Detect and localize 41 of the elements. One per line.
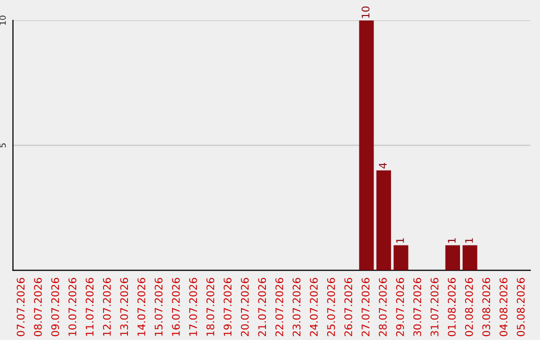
x-tick-label: 22.07.2026: [275, 278, 284, 336]
x-tick-label: 24.07.2026: [310, 278, 318, 336]
x-tick-label: 27.07.2026: [362, 278, 370, 336]
x-tick-label: 31.07.2026: [430, 278, 438, 336]
x-tick-label: 16.07.2026: [172, 278, 180, 336]
data-label: 4: [378, 162, 387, 168]
bar: [359, 20, 374, 270]
x-tick-label: 21.07.2026: [258, 278, 266, 336]
data-label: 10: [362, 6, 370, 18]
x-tick-label: 19.07.2026: [224, 278, 232, 336]
x-tick-label: 15.07.2026: [154, 278, 163, 336]
x-tick-label: 23.07.2026: [292, 278, 301, 336]
x-tick-label: 04.08.2026: [500, 278, 508, 336]
x-tick-label: 17.07.2026: [189, 278, 198, 336]
bar: [445, 245, 460, 270]
x-tick-label: 05.08.2026: [516, 278, 525, 336]
data-label: 1: [448, 238, 456, 243]
x-tick-label: 02.08.2026: [465, 278, 473, 336]
x-tick-label: 09.07.2026: [51, 278, 60, 336]
bar: [376, 170, 392, 270]
x-tick-label: 26.07.2026: [344, 278, 352, 336]
bar: [394, 245, 408, 270]
x-tick-label: 20.07.2026: [240, 278, 249, 336]
x-tick-label: 03.08.2026: [482, 278, 490, 336]
x-tick-label: 01.08.2026: [448, 278, 456, 336]
y-tick-label: 5: [0, 143, 6, 148]
x-tick-label: 29.07.2026: [396, 278, 404, 336]
x-tick-label: 11.07.2026: [86, 278, 94, 336]
x-tick-label: 12.07.2026: [102, 278, 111, 336]
data-label: 1: [465, 238, 473, 243]
x-tick-label: 08.07.2026: [34, 278, 42, 336]
x-tick-label: 07.07.2026: [16, 278, 25, 336]
x-tick-label: 14.07.2026: [137, 278, 146, 336]
x-tick-label: 28.07.2026: [378, 278, 387, 336]
x-tick-label: 25.07.2026: [327, 278, 335, 336]
x-tick-label: 30.07.2026: [413, 278, 422, 336]
x-tick-label: 10.07.2026: [68, 278, 76, 336]
bar: [462, 245, 478, 270]
x-tick-label: 18.07.2026: [206, 278, 214, 336]
data-label: 1: [396, 238, 404, 243]
x-tick-label: 13.07.2026: [120, 278, 128, 336]
